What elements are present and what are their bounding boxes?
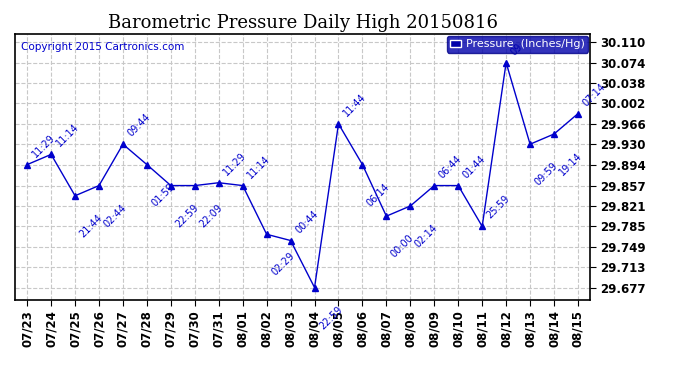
Text: 09:: 09: — [509, 39, 527, 57]
Title: Barometric Pressure Daily High 20150816: Barometric Pressure Daily High 20150816 — [108, 14, 497, 32]
Text: 02:29: 02:29 — [269, 251, 296, 278]
Text: 01:59: 01:59 — [150, 181, 177, 208]
Text: 06:14: 06:14 — [365, 181, 392, 208]
Text: 25:59: 25:59 — [485, 194, 512, 221]
Text: 09:59: 09:59 — [533, 161, 560, 188]
Text: 02:44: 02:44 — [102, 202, 128, 229]
Text: 06:44: 06:44 — [437, 153, 464, 180]
Text: 22:59: 22:59 — [317, 304, 344, 331]
Text: 02:14: 02:14 — [413, 223, 440, 249]
Text: 11:44: 11:44 — [342, 92, 368, 118]
Legend: Pressure  (Inches/Hg): Pressure (Inches/Hg) — [446, 36, 588, 52]
Text: 21:44: 21:44 — [78, 212, 105, 239]
Text: 00:00: 00:00 — [389, 233, 416, 260]
Text: 11:29: 11:29 — [221, 150, 248, 177]
Text: 09:44: 09:44 — [126, 112, 152, 139]
Text: 22:09: 22:09 — [197, 202, 224, 229]
Text: 07:14: 07:14 — [581, 81, 607, 108]
Text: 11:14: 11:14 — [54, 122, 81, 149]
Text: Copyright 2015 Cartronics.com: Copyright 2015 Cartronics.com — [21, 42, 184, 52]
Text: 22:59: 22:59 — [174, 202, 201, 229]
Text: 11:29: 11:29 — [30, 132, 57, 159]
Text: 19:14: 19:14 — [557, 151, 584, 177]
Text: 00:44: 00:44 — [293, 208, 320, 235]
Text: 11:14: 11:14 — [246, 153, 272, 180]
Text: 01:44: 01:44 — [461, 153, 488, 180]
